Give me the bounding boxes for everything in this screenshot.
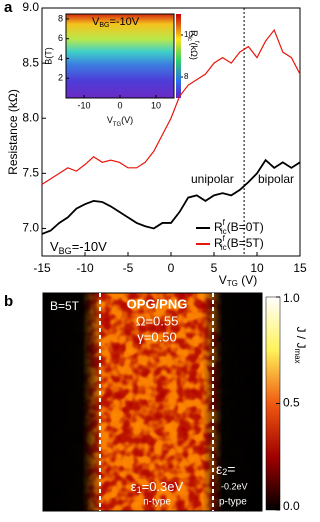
inset-x-tick-label: 0	[117, 100, 122, 110]
x-tick-label: -5	[123, 261, 134, 275]
annotation: VBG=-10V	[50, 239, 107, 256]
annotation: p-type	[219, 497, 247, 508]
legend-symbol: R	[214, 236, 223, 250]
panel-label: b	[4, 293, 13, 310]
series-line	[41, 28, 301, 185]
inset-colorbar	[176, 14, 181, 98]
x-tick-label: -10	[76, 261, 94, 275]
annotation: ε1=0.3eV	[131, 479, 184, 495]
panel-label: a	[4, 0, 13, 16]
y-tick-label: 7.0	[22, 221, 39, 235]
annotation: n-type	[143, 497, 171, 508]
x-tick-label: 15	[293, 261, 307, 275]
inset-x-tick-label: 10	[151, 100, 161, 110]
legend-label: Rf ic(B=0T)	[214, 218, 264, 236]
inset-y-tick-label: 4	[58, 53, 63, 63]
inset-colorbar-tick-label: 8	[184, 72, 189, 81]
y-tick-label: 9.0	[22, 0, 39, 14]
annotation: OPG/PNG	[127, 296, 188, 311]
y-tick-label: 8.5	[22, 55, 39, 69]
x-tick-label: 5	[211, 261, 218, 275]
inset-colorbar-tick-label: 10	[184, 30, 193, 39]
inset-heatmap	[66, 14, 174, 98]
inset-x-label: VTG(V)	[107, 115, 133, 127]
annotation: unipolar	[191, 172, 234, 186]
colorbar-tick-label: 0.5	[283, 396, 300, 410]
colorbar-label: J / Jmax	[293, 326, 308, 363]
inset-title: VBG=-10V	[92, 16, 140, 29]
x-tick-label: -15	[33, 261, 51, 275]
series-line	[41, 158, 301, 235]
annotation: B=5T	[50, 299, 80, 313]
legend-text: (B=0T)	[227, 220, 264, 234]
legend-symbol-sub: ic	[221, 243, 227, 252]
legend-label: Rf ic(B=5T)	[214, 234, 264, 252]
y-tick-label: 7.5	[22, 166, 39, 180]
current-map-texture	[43, 293, 262, 511]
x-tick-label: 0	[168, 261, 175, 275]
colorbar-tick-label: 1.0	[283, 291, 300, 305]
annotation: γ=0.50	[137, 329, 176, 344]
annotation: bipolar	[258, 172, 294, 186]
inset-y-tick-label: 6	[58, 33, 63, 43]
annotation: Ω=0.55	[136, 313, 179, 328]
legend-symbol-sup: f	[223, 218, 226, 227]
map-frame	[42, 292, 263, 512]
legend-symbol-sup: f	[223, 234, 226, 243]
annotation: ε2=	[216, 461, 235, 478]
inset-x-tick-label: -10	[77, 100, 90, 110]
y-axis-label: Resistance (kΩ)	[6, 89, 20, 175]
annotation: -0.2eV	[221, 481, 248, 491]
x-tick-label: 10	[250, 261, 264, 275]
y-tick-label: 8.0	[22, 110, 39, 124]
legend-symbol: R	[214, 220, 223, 234]
x-axis-label: VTG (V)	[219, 273, 257, 288]
inset-y-tick-label: 8	[58, 13, 63, 23]
legend-symbol-sub: ic	[221, 227, 227, 236]
inset-y-tick-label: 2	[58, 73, 63, 83]
inset-y-label: B(T)	[43, 47, 53, 65]
colorbar-tick-label: 0.0	[283, 499, 300, 513]
inset-colorbar-label: Ricf(kΩ)	[186, 30, 199, 60]
legend-text: (B=5T)	[227, 236, 264, 250]
